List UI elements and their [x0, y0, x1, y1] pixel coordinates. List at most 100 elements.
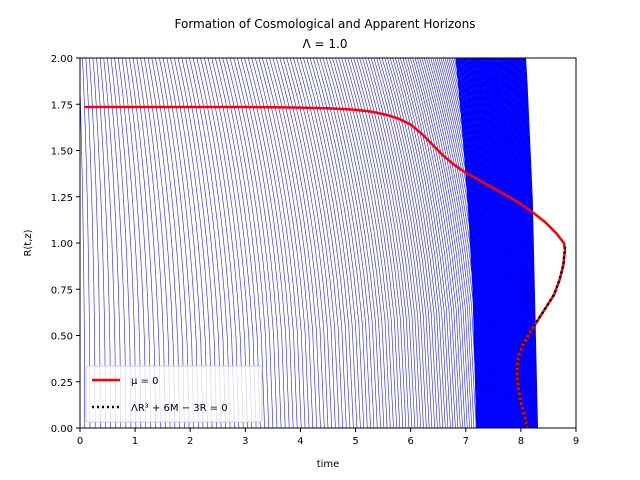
- background-trajectory: [203, 58, 248, 428]
- background-trajectory: [306, 58, 361, 428]
- x-tick-label: 6: [407, 436, 413, 447]
- background-trajectory: [289, 58, 343, 428]
- x-tick-label: 3: [242, 436, 248, 447]
- background-trajectory: [309, 58, 365, 428]
- background-trajectory: [322, 58, 378, 428]
- background-trajectory: [89, 58, 101, 428]
- background-trajectory: [159, 58, 194, 428]
- background-trajectory: [151, 58, 185, 428]
- y-tick-label: 0.25: [51, 378, 73, 389]
- background-trajectory: [177, 58, 217, 428]
- background-trajectory: [265, 58, 317, 428]
- background-trajectory: [166, 58, 204, 428]
- chart-title: Formation of Cosmological and Apparent H…: [175, 17, 476, 31]
- background-trajectory: [218, 58, 265, 428]
- x-tick-label: 1: [132, 436, 138, 447]
- background-trajectory: [282, 58, 336, 428]
- background-trajectory: [316, 58, 371, 428]
- background-trajectory: [332, 58, 388, 428]
- background-trajectory: [335, 58, 391, 428]
- x-axis-ticks: 0 1 2 3 4 5 6 7 8 9: [77, 428, 579, 447]
- y-tick-label: 2.00: [51, 54, 73, 65]
- legend-label-mu: μ = 0: [131, 376, 158, 387]
- background-trajectory: [247, 58, 298, 428]
- y-tick-label: 1.50: [51, 147, 73, 158]
- background-trajectory: [185, 58, 226, 428]
- background-trajectory: [114, 58, 137, 428]
- x-tick-label: 5: [352, 436, 358, 447]
- background-trajectory: [262, 58, 314, 428]
- x-tick-label: 0: [77, 436, 83, 447]
- background-trajectory: [125, 58, 152, 428]
- background-trajectory: [251, 58, 302, 428]
- x-tick-label: 4: [297, 436, 303, 447]
- background-trajectory: [341, 58, 397, 428]
- background-trajectory: [174, 58, 213, 428]
- background-trajectory: [140, 58, 171, 428]
- background-trajectory: [269, 58, 321, 428]
- background-trajectory: [103, 58, 122, 428]
- background-trajectory: [215, 58, 261, 428]
- background-trajectory: [211, 58, 257, 428]
- background-trajectory: [129, 58, 156, 428]
- background-trajectory: [121, 58, 147, 428]
- background-trajectory: [85, 58, 96, 428]
- y-axis-label: R(t,z): [23, 229, 34, 256]
- background-trajectory: [299, 58, 354, 428]
- y-axis-ticks: 0.00 0.25 0.50 0.75 1.00 1.25 1.50 1.75 2.00: [51, 54, 80, 435]
- background-trajectory: [99, 58, 117, 428]
- background-trajectory: [192, 58, 235, 428]
- background-trajectory: [244, 58, 294, 428]
- background-trajectory: [226, 58, 274, 428]
- background-trajectory: [258, 58, 310, 428]
- background-trajectory: [286, 58, 340, 428]
- y-tick-label: 1.75: [51, 100, 73, 111]
- background-trajectory: [275, 58, 329, 428]
- background-trajectory: [200, 58, 244, 428]
- background-trajectory: [189, 58, 231, 428]
- background-trajectory: [155, 58, 190, 428]
- background-trajectory: [254, 58, 306, 428]
- background-trajectory: [240, 58, 290, 428]
- x-tick-label: 8: [518, 436, 524, 447]
- x-tick-label: 7: [463, 436, 469, 447]
- background-trajectory: [107, 58, 127, 428]
- x-tick-label: 9: [573, 436, 579, 447]
- y-tick-label: 0.50: [51, 332, 73, 343]
- x-axis-label: time: [317, 459, 340, 470]
- background-trajectory: [162, 58, 199, 428]
- legend-label-horizon: ΛR³ + 6M − 3R = 0: [131, 403, 228, 414]
- background-trajectory: [272, 58, 325, 428]
- background-trajectory: [293, 58, 347, 428]
- background-trajectory: [80, 79, 85, 428]
- background-trajectory: [147, 58, 180, 428]
- x-tick-label: 2: [187, 436, 193, 447]
- background-trajectory: [143, 58, 176, 428]
- background-trajectory: [110, 58, 132, 428]
- background-trajectory: [279, 58, 332, 428]
- background-trajectory: [170, 58, 208, 428]
- background-trajectory: [338, 58, 394, 428]
- background-trajectory: [181, 58, 222, 428]
- background-trajectory: [312, 58, 368, 428]
- series-line-horizon: [515, 246, 567, 428]
- y-tick-label: 1.25: [51, 193, 73, 204]
- series-line-mu-zero: [84, 105, 567, 428]
- background-trajectory: [132, 58, 161, 428]
- y-tick-label: 0.75: [51, 285, 73, 296]
- background-trajectory: [328, 58, 385, 428]
- background-trajectory: [92, 58, 106, 428]
- y-tick-label: 1.00: [51, 239, 73, 250]
- background-trajectory: [96, 58, 111, 428]
- background-trajectory: [222, 58, 269, 428]
- chart-subtitle: Λ = 1.0: [303, 37, 348, 51]
- legend-box: [85, 365, 263, 423]
- legend: μ = 0 ΛR³ + 6M − 3R = 0: [85, 365, 263, 423]
- background-trajectory: [196, 58, 240, 428]
- series-layer: [84, 105, 567, 428]
- background-trajectory: [303, 58, 358, 428]
- background-trajectory: [325, 58, 381, 428]
- background-trajectory: [207, 58, 253, 428]
- y-tick-label: 0.00: [51, 424, 73, 435]
